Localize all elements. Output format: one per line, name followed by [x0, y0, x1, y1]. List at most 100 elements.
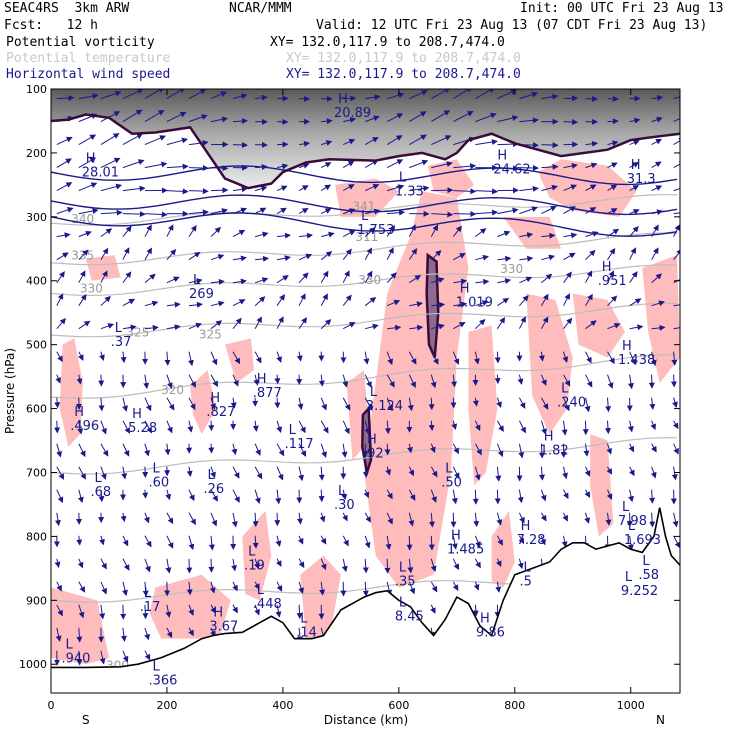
wind-vector	[519, 91, 539, 100]
wind-vector	[628, 443, 634, 453]
wind-vector	[318, 374, 325, 387]
wind-vector	[298, 163, 310, 169]
wind-vector	[166, 420, 173, 434]
wind-vector	[122, 247, 130, 260]
wind-vector	[232, 489, 240, 503]
wind-vector	[518, 443, 525, 459]
wind-vector	[210, 374, 218, 388]
extremum-marker: L	[561, 382, 569, 397]
wind-vector	[319, 581, 326, 596]
wind-vector	[276, 316, 284, 329]
wind-vector	[539, 466, 546, 481]
extremum-marker: H	[74, 405, 84, 420]
extremum-marker: H	[367, 433, 377, 448]
wind-vector	[100, 466, 107, 480]
wind-vector	[651, 443, 657, 453]
wind-vector	[430, 558, 437, 573]
wind-vector	[431, 277, 445, 284]
extremum-value: 1.753	[357, 223, 394, 238]
x-tick-label: 400	[272, 699, 293, 712]
wind-vector	[651, 324, 666, 331]
wind-vector	[56, 293, 64, 306]
wind-vector	[122, 271, 132, 283]
wind-vector	[362, 558, 369, 574]
wind-vector	[276, 420, 283, 433]
wind-vector	[231, 512, 238, 528]
wind-vector	[475, 300, 489, 307]
wind-vector	[673, 535, 680, 549]
init-time: Init: 00 UTC Fri 23 Aug 13	[520, 1, 724, 16]
wind-vector	[165, 604, 172, 618]
wind-vector	[99, 351, 105, 361]
wind-vector	[409, 159, 429, 169]
wind-vector	[188, 322, 202, 330]
wind-vector	[651, 116, 663, 123]
wind-vector	[428, 535, 435, 551]
wind-vector	[407, 397, 414, 412]
wind-vector	[673, 304, 680, 307]
wind-vector	[650, 466, 657, 479]
wind-vector	[651, 247, 659, 260]
wind-vector	[497, 207, 519, 215]
wind-vector	[276, 185, 288, 192]
wind-vector	[563, 95, 579, 102]
wind-vector	[120, 351, 127, 364]
wind-vector	[343, 208, 356, 215]
organization-label: NCAR/MMM	[229, 1, 292, 16]
wind-vector	[143, 374, 150, 389]
extremum-marker: H	[86, 152, 96, 167]
wind-vector	[100, 420, 107, 435]
wind-vector	[364, 247, 372, 260]
wind-vector	[475, 254, 489, 261]
wind-vector	[320, 443, 327, 458]
wind-vector	[629, 351, 637, 366]
wind-vector	[384, 420, 391, 435]
wind-vector	[142, 604, 149, 620]
wind-vector	[56, 271, 65, 283]
isentrope-line	[51, 232, 678, 266]
isentrope-label: 341	[352, 199, 375, 213]
wind-vector	[651, 300, 665, 307]
x-tick-label: 0	[48, 699, 55, 712]
wind-vector	[650, 420, 656, 431]
wind-vector	[584, 489, 591, 498]
wind-vector	[585, 374, 593, 388]
wind-vector	[387, 324, 402, 331]
wind-vector	[210, 208, 228, 215]
wind-vector	[341, 489, 348, 501]
extremum-marker: L	[208, 468, 216, 483]
pv-region	[59, 338, 83, 447]
wind-vector	[277, 255, 291, 262]
wind-vector	[166, 111, 187, 123]
wind-vector	[165, 558, 172, 574]
wind-vector	[519, 276, 533, 284]
wind-vector	[451, 374, 458, 388]
wind-vector	[475, 89, 496, 100]
wind-vector	[362, 581, 369, 597]
wind-vector	[321, 118, 333, 125]
wind-vector	[187, 420, 194, 433]
wind-vector	[120, 627, 127, 642]
wind-vector	[122, 298, 136, 307]
wind-vector	[629, 139, 640, 146]
wind-vector	[540, 420, 547, 435]
wind-vector	[474, 466, 481, 481]
wind-vector	[495, 581, 502, 593]
wind-vector	[342, 294, 352, 307]
wind-vector	[55, 627, 62, 642]
north-end-label: N	[656, 713, 665, 727]
wind-vector	[166, 163, 189, 170]
wind-vector	[408, 581, 416, 595]
wind-vector	[252, 535, 259, 549]
isentrope-line	[51, 354, 678, 399]
wind-vector	[409, 275, 422, 284]
wind-vector	[78, 182, 98, 192]
wind-vector	[497, 255, 512, 262]
wind-vector	[78, 93, 99, 100]
pv-region	[468, 325, 498, 486]
wind-vector	[386, 135, 403, 146]
wind-vector	[365, 94, 381, 101]
wind-vector	[232, 229, 246, 238]
wind-vector	[100, 558, 107, 570]
extremum-value: .5	[519, 575, 531, 590]
